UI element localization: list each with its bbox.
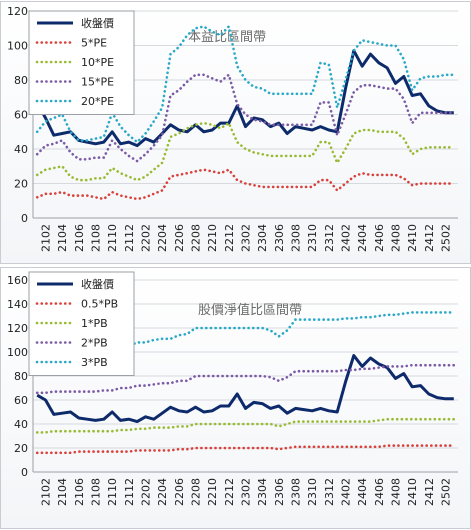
x-tick-label: 2410	[406, 224, 419, 252]
y-tick-label: 40	[14, 143, 28, 156]
legend-label: 5*PE	[81, 37, 107, 50]
x-tick-label: 2106	[73, 224, 86, 252]
y-tick-label: 20	[14, 178, 28, 191]
series-line-3	[35, 72, 456, 163]
series-line-3	[35, 363, 456, 395]
series-line-4	[35, 23, 456, 144]
pe-band-chart: 0 20 40 60 80 100 120 2102 2104 2106 2108 2110 2112 2…	[7, 5, 458, 252]
x-tick-label: 2208	[190, 224, 203, 252]
x-tick-label: 2104	[56, 478, 69, 506]
x-tick-label: 2302	[240, 478, 253, 506]
x-tick-label: 2402	[340, 224, 353, 252]
y-tick-label: 40	[14, 418, 28, 431]
x-tick-label: 2406	[373, 224, 386, 252]
series-line-1	[35, 168, 456, 201]
legend-label: 1*PB	[81, 317, 108, 330]
x-tick-label: 2204	[156, 478, 169, 506]
x-tick-label: 2108	[90, 478, 103, 506]
x-tick-label: 2210	[206, 478, 219, 506]
x-tick-label: 2308	[290, 224, 303, 252]
x-tick-label: 2312	[323, 478, 336, 506]
chart-title: 股價淨值比區間帶	[198, 302, 302, 318]
series-line-2	[35, 121, 456, 182]
x-tick-label: 2110	[106, 224, 119, 252]
x-tick-label: 2106	[73, 478, 86, 506]
x-tick-label: 2206	[173, 224, 186, 252]
x-tick-label: 2412	[423, 478, 436, 506]
y-tick-label: 20	[14, 442, 28, 455]
legend-label: 10*PE	[81, 56, 114, 69]
y-tick-label: 120	[7, 322, 28, 335]
legend-label: 15*PE	[81, 76, 114, 89]
legend-label: 收盤價	[81, 16, 114, 30]
x-tick-label: 2204	[156, 224, 169, 252]
legend-label: 20*PE	[81, 95, 114, 108]
x-tick-label: 2310	[306, 224, 319, 252]
x-tick-label: 2502	[440, 478, 453, 506]
x-tick-label: 2502	[440, 224, 453, 252]
y-tick-label: 60	[14, 109, 28, 122]
x-tick-label: 2404	[356, 478, 369, 506]
x-tick-label: 2310	[306, 478, 319, 506]
x-tick-label: 2410	[406, 478, 419, 506]
y-tick-label: 0	[21, 466, 28, 479]
y-tick-label: 140	[7, 298, 28, 311]
legend-label: 收盤價	[81, 277, 114, 291]
y-tick-label: 0	[21, 212, 28, 225]
legend-label: 3*PB	[81, 356, 108, 369]
x-tick-label: 2412	[423, 224, 436, 252]
series-line-2	[35, 417, 456, 434]
y-tick-label: 80	[14, 74, 28, 87]
y-tick-label: 100	[7, 40, 28, 53]
x-tick-label: 2112	[123, 224, 136, 252]
x-tick-label: 2408	[390, 224, 403, 252]
x-tick-label: 2304	[256, 224, 269, 252]
series-line-0	[35, 49, 454, 148]
x-tick-label: 2406	[373, 478, 386, 506]
x-tick-label: 2104	[56, 224, 69, 252]
x-tick-label: 2208	[190, 478, 203, 506]
y-tick-label: 60	[14, 394, 28, 407]
x-tick-label: 2402	[340, 478, 353, 506]
x-tick-label: 2304	[256, 478, 269, 506]
x-tick-label: 2102	[40, 478, 53, 506]
x-tick-label: 2308	[290, 478, 303, 506]
chart-title: 本益比區間帶	[188, 30, 266, 45]
y-tick-label: 120	[7, 5, 28, 18]
x-tick-label: 2102	[40, 224, 53, 252]
y-tick-label: 160	[7, 274, 28, 287]
x-tick-label: 2306	[273, 224, 286, 252]
legend-label: 0.5*PB	[81, 298, 118, 311]
x-tick-label: 2212	[223, 224, 236, 252]
pb-chart-panel: 0 20 40 60 80 100 120 140 160 2102 2104 2106 2108 211…	[0, 267, 471, 529]
y-tick-label: 80	[14, 370, 28, 383]
x-tick-label: 2404	[356, 224, 369, 252]
x-tick-label: 2202	[140, 478, 153, 506]
x-tick-label: 2212	[223, 478, 236, 506]
pe-chart-panel: 0 20 40 60 80 100 120 2102 2104 2106 2108 2110 2112 2…	[0, 1, 471, 264]
x-tick-label: 2112	[123, 478, 136, 506]
x-tick-label: 2206	[173, 478, 186, 506]
y-tick-label: 100	[7, 346, 28, 359]
series-line-1	[35, 444, 456, 455]
x-tick-label: 2108	[90, 224, 103, 252]
legend-label: 2*PB	[81, 337, 108, 350]
x-tick-label: 2110	[106, 478, 119, 506]
x-tick-label: 2210	[206, 224, 219, 252]
x-tick-label: 2202	[140, 224, 153, 252]
x-tick-label: 2306	[273, 478, 286, 506]
x-tick-label: 2312	[323, 224, 336, 252]
x-tick-label: 2302	[240, 224, 253, 252]
x-tick-label: 2408	[390, 478, 403, 506]
